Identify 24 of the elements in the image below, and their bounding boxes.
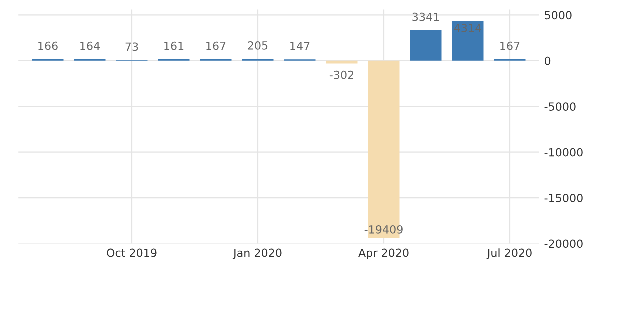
y-tick-label: 0 xyxy=(544,56,551,66)
data-label: 147 xyxy=(290,42,310,50)
x-tick-label: Jan 2020 xyxy=(232,248,282,260)
data-label: 167 xyxy=(206,42,226,50)
data-label: 73 xyxy=(126,42,138,52)
bar xyxy=(410,30,442,61)
y-tick-label: -10000 xyxy=(544,148,583,157)
bar xyxy=(452,22,484,61)
data-label: 161 xyxy=(164,42,184,50)
data-label: 4314 xyxy=(454,24,482,32)
y-tick-label: 5000 xyxy=(545,11,572,20)
data-label: 166 xyxy=(38,42,58,50)
x-tick-label: Oct 2019 xyxy=(107,248,157,258)
y-tick-label: -15000 xyxy=(544,194,583,202)
data-label: 164 xyxy=(80,42,100,50)
data-label: 205 xyxy=(248,41,268,50)
y-tick-label: -20000 xyxy=(544,240,583,248)
y-tick-label: -5000 xyxy=(544,102,576,112)
x-tick-label: Apr 2020 xyxy=(358,248,409,260)
data-label: 167 xyxy=(500,42,520,50)
x-tick-label: Jul 2020 xyxy=(486,248,532,260)
bar xyxy=(326,60,358,64)
data-label: 3341 xyxy=(412,12,440,22)
data-label: -302 xyxy=(330,70,354,80)
